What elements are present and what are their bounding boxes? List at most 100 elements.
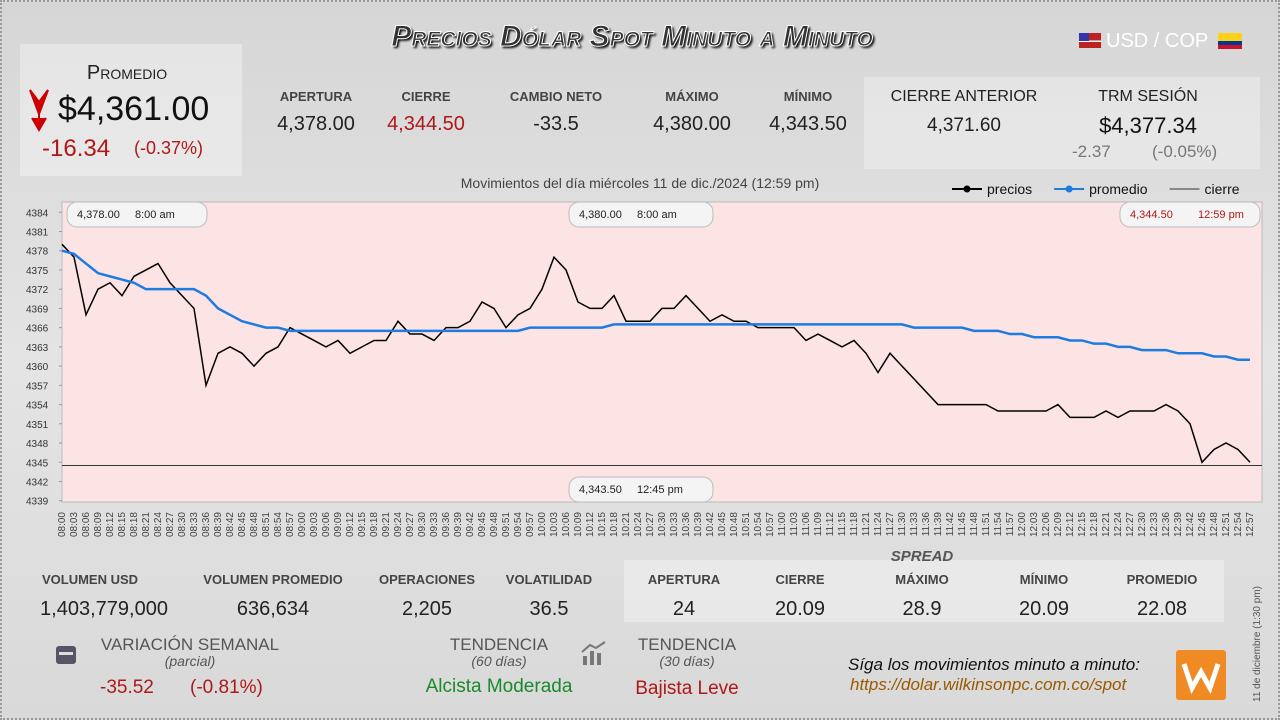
x-tick-label: 10:45: [717, 512, 728, 537]
down-arrow: [29, 89, 49, 132]
x-tick-label: 08:36: [201, 512, 212, 537]
trend60-sublabel: (60 días): [471, 653, 527, 669]
x-tick-label: 11:15: [837, 512, 848, 537]
x-tick-label: 11:39: [933, 512, 944, 537]
x-tick-label: 12:12: [1065, 512, 1076, 537]
legend-label: cierre: [1205, 181, 1240, 197]
series-line: [61, 249, 1250, 361]
spread-label: APERTURA: [647, 572, 721, 587]
trm-change-pct: (-0.05%): [1152, 142, 1218, 161]
promedio-box: [20, 44, 242, 176]
annotation-price: 4,344.50: [1130, 209, 1173, 221]
previous-value: 4,371.60: [927, 115, 1001, 136]
calendar-icon: [56, 646, 76, 664]
x-tick-label: 12:30: [1137, 512, 1148, 537]
x-tick-label: 12:48: [1209, 512, 1220, 537]
legend-label: precios: [987, 181, 1032, 197]
x-tick-label: 11:45: [957, 512, 968, 537]
x-tick-label: 12:51: [1221, 512, 1232, 537]
stat-label: CAMBIO NETO: [509, 89, 603, 104]
x-tick-label: 08:42: [225, 512, 236, 537]
x-tick-label: 08:39: [213, 512, 224, 537]
chart-icon: [581, 641, 606, 665]
logo[interactable]: [1176, 650, 1226, 700]
x-tick-label: 12:09: [1053, 512, 1064, 537]
x-tick-label: 11:21: [861, 512, 872, 537]
trend30-value: Bajista Leve: [635, 678, 739, 699]
x-tick-label: 09:39: [453, 512, 464, 537]
legend-dot: [1065, 185, 1073, 193]
x-tick-label: 11:09: [813, 512, 824, 537]
x-tick-label: 08:27: [165, 512, 176, 537]
x-tick-label: 09:24: [393, 512, 404, 537]
x-tick-label: 11:27: [885, 512, 896, 537]
x-tick-label: 09:51: [501, 512, 512, 537]
x-tick-label: 10:48: [729, 512, 740, 537]
x-tick-label: 11:36: [921, 512, 932, 537]
trend60-value: Alcista Moderada: [425, 676, 573, 697]
x-tick-label: 10:12: [585, 512, 596, 537]
x-tick-label: 12:18: [1089, 512, 1100, 537]
x-tick-label: 10:24: [633, 512, 644, 537]
trm-label: TRM SESIÓN: [1098, 88, 1198, 105]
promedio-change: -16.34: [42, 135, 111, 162]
x-tick-label: 12:00: [1017, 512, 1028, 537]
volume-label: OPERACIONES: [378, 572, 476, 587]
x-tick-label: 08:51: [261, 512, 272, 537]
annotation-box: [568, 201, 714, 228]
spread-box: [624, 560, 1224, 622]
volume-value: 1,403,779,000: [40, 598, 168, 620]
x-tick-label: 11:24: [873, 512, 884, 537]
y-tick-label: 4384: [26, 208, 49, 219]
spread-value: 20.09: [774, 598, 826, 620]
x-tick-label: 11:03: [789, 512, 800, 537]
x-tick-label: 12:36: [1161, 512, 1172, 537]
x-tick-label: 11:30: [897, 512, 908, 537]
stat-value: 4,378.00: [277, 113, 355, 135]
x-tick-label: 09:18: [369, 512, 380, 537]
x-tick-label: 08:33: [189, 512, 200, 537]
y-tick-label: 4369: [26, 304, 49, 315]
y-tick-label: 4354: [26, 401, 49, 412]
currency-pair: USD / COP: [1106, 30, 1209, 52]
x-tick-label: 11:18: [849, 512, 860, 537]
x-tick-label: 09:12: [345, 512, 356, 537]
chart: Movimientos del día miércoles 11 de dic.…: [26, 175, 1263, 537]
x-tick-label: 09:42: [465, 512, 476, 537]
y-tick-label: 4372: [26, 285, 49, 296]
x-tick-label: 11:57: [1005, 512, 1016, 537]
series-line: [61, 243, 1251, 464]
x-tick-label: 08:24: [153, 512, 164, 537]
x-tick-label: 09:15: [357, 512, 368, 537]
x-tick-label: 11:48: [969, 512, 980, 537]
volume-value: 36.5: [529, 598, 569, 620]
x-tick-label: 12:57: [1245, 512, 1256, 537]
x-tick-label: 10:15: [597, 512, 608, 537]
x-tick-label: 11:54: [993, 512, 1004, 537]
annotation-time: 8:00 am: [135, 209, 175, 221]
x-tick-label: 09:00: [297, 512, 308, 537]
footer-side: 11 de diciembre (1:30 pm): [1252, 586, 1263, 702]
trm-change: -2.37: [1072, 142, 1111, 161]
y-tick-label: 4378: [26, 247, 49, 258]
x-tick-label: 10:57: [765, 512, 776, 537]
x-tick-label: 09:21: [381, 512, 392, 537]
x-tick-label: 12:21: [1101, 512, 1112, 537]
y-tick-label: 4351: [26, 420, 49, 431]
weekly-change: -35.52: [100, 677, 154, 698]
x-tick-label: 10:54: [753, 512, 764, 537]
spread-label: MÁXIMO: [895, 572, 949, 587]
x-tick-label: 09:48: [489, 512, 500, 537]
x-tick-label: 08:12: [105, 512, 116, 537]
annotation-time: 12:59 pm: [1198, 209, 1244, 221]
x-tick-label: 10:18: [609, 512, 620, 537]
stat-value: 4,380.00: [653, 113, 731, 135]
footer-url[interactable]: https://dolar.wilkinsonpc.com.co/spot: [850, 675, 1127, 694]
chart-title: Movimientos del día miércoles 11 de dic.…: [461, 175, 819, 191]
stat-label: APERTURA: [279, 89, 353, 104]
weekly-label: VARIACIÓN SEMANAL: [100, 635, 280, 654]
x-tick-label: 10:06: [561, 512, 572, 537]
y-tick-label: 4345: [26, 458, 49, 469]
y-tick-label: 4348: [26, 439, 49, 450]
